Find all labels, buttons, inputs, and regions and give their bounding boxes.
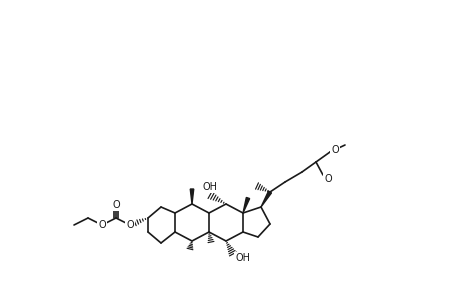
Text: O: O — [98, 220, 106, 230]
Polygon shape — [260, 191, 271, 207]
Polygon shape — [190, 189, 193, 204]
Text: OH: OH — [202, 182, 217, 192]
Text: O: O — [330, 145, 338, 155]
Text: OH: OH — [235, 253, 250, 263]
Text: O: O — [126, 220, 134, 230]
Polygon shape — [242, 197, 249, 213]
Text: O: O — [324, 174, 331, 184]
Text: O: O — [112, 200, 119, 210]
